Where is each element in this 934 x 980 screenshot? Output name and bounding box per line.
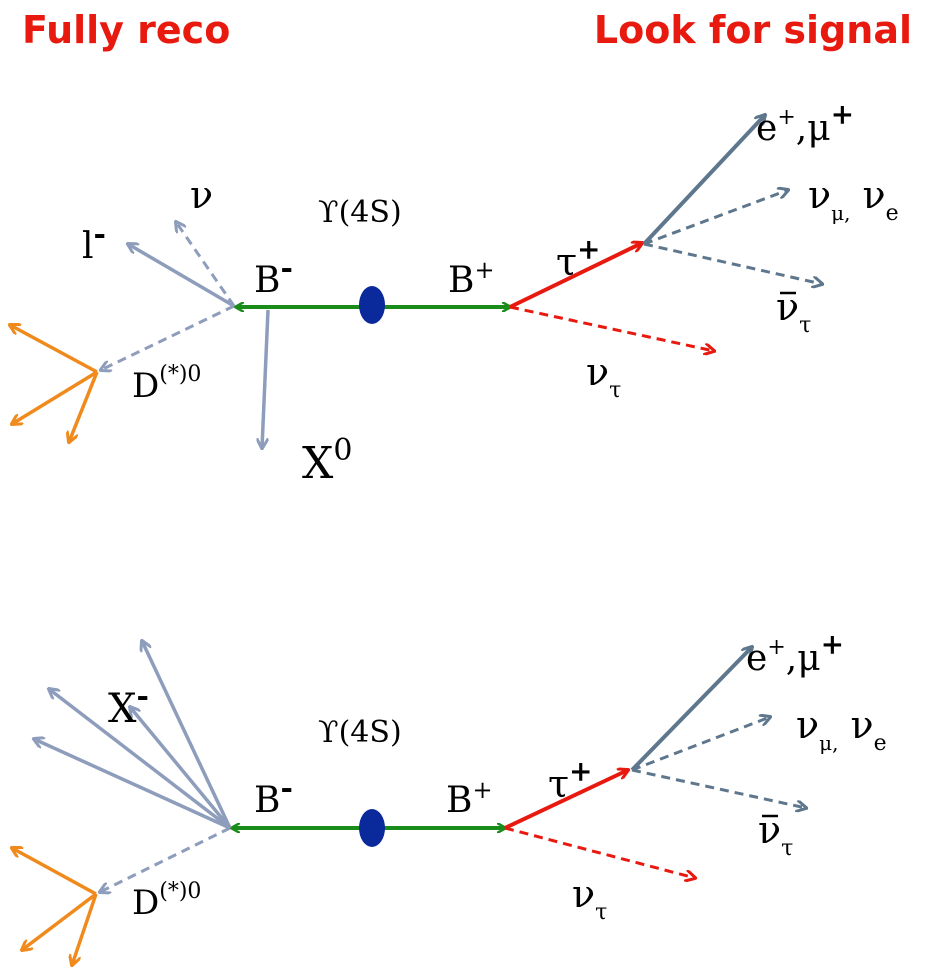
bottom-b-minus-label: B- [254, 771, 293, 821]
top-d-meson-label: D(*)0 [132, 362, 201, 406]
top-tag-nu-arrow [176, 222, 236, 307]
look-for-signal-title: Look for signal [593, 8, 912, 52]
bottom-d-daughter-3 [72, 893, 98, 965]
top-lepton-arrow [642, 115, 765, 246]
bottom-nu-tau-bar-label: ντ [758, 808, 793, 861]
bottom-x-track-4 [34, 739, 231, 830]
top-nu-tau-arrow [509, 305, 714, 351]
top-tag-lepton-arrow [128, 244, 235, 308]
top-d-meson-arrow [101, 304, 235, 370]
bottom-d-meson-label: D(*)0 [132, 879, 201, 923]
bottom-lepton-arrow [630, 647, 752, 772]
bottom-nu-tau-arrow [504, 826, 695, 878]
bottom-lepton-label: e+,μ+ [746, 628, 844, 679]
bottom-nu-mu-e-label: νμ, νe [796, 703, 887, 756]
bottom-diagram: ϒ(4S) B- B+ τ+ ντ e+,μ+ νμ, νe ντ X- D(*… [12, 628, 887, 965]
top-d-daughter-1 [10, 325, 98, 374]
top-tau-arrow [509, 243, 642, 309]
top-x0-label: X0 [302, 433, 352, 489]
top-tag-lepton-label: l- [82, 217, 106, 267]
bottom-tau-label: τ+ [548, 755, 593, 806]
top-d-daughter-2 [12, 370, 98, 424]
top-nu-mu-e-label: νμ, νe [808, 173, 899, 226]
top-upsilon-label: ϒ(4S) [318, 195, 402, 230]
bottom-x-minus-label: X- [108, 679, 149, 732]
top-nu-tau-label: ντ [586, 350, 621, 403]
top-x0-arrow [262, 309, 270, 448]
bottom-upsilon-label: ϒ(4S) [318, 715, 402, 750]
top-nu-tau-bar-label: ντ [776, 285, 811, 338]
top-tau-label: τ+ [556, 233, 601, 284]
top-tag-nu-label: ν [190, 173, 213, 217]
bottom-d-meson-arrow [100, 826, 231, 892]
bottom-d-daughter-2 [22, 892, 98, 950]
top-b-minus-label: B- [254, 251, 293, 301]
bottom-tau-arrow [504, 770, 628, 830]
fully-reco-title: Fully reco [22, 8, 231, 52]
top-diagram: ϒ(4S) B- B+ τ+ ντ e+,μ+ νμ, νe ντ l- ν D… [10, 98, 899, 489]
bottom-nu-tau-bar-arrow [631, 768, 806, 808]
bottom-x-track-3 [130, 707, 232, 830]
bottom-d-daughter-1 [12, 848, 97, 896]
top-upsilon-vertex [359, 286, 385, 324]
bottom-nu-tau-label: ντ [572, 872, 607, 925]
top-d-daughter-3 [69, 371, 99, 442]
bottom-x-track-1 [142, 641, 232, 829]
bottom-x-track-2 [49, 689, 232, 830]
bottom-nu-mu-e-arrow [631, 717, 770, 772]
top-b-plus-label: B+ [448, 256, 495, 301]
top-nu-tau-bar-arrow [643, 242, 822, 284]
bottom-upsilon-vertex [359, 809, 385, 847]
top-lepton-label: e+,μ+ [756, 98, 854, 149]
bottom-b-plus-label: B+ [446, 776, 493, 821]
top-nu-mu-e-arrow [643, 190, 788, 246]
